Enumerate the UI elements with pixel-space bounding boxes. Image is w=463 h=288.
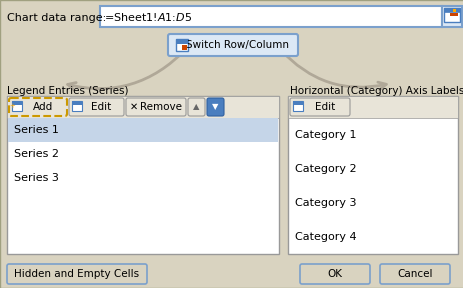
- Text: Chart data range:: Chart data range:: [7, 13, 106, 23]
- Bar: [7, 96, 278, 254]
- Text: Add: Add: [33, 102, 53, 112]
- Text: OK: OK: [327, 269, 342, 279]
- Text: Legend Entries (Series): Legend Entries (Series): [7, 86, 128, 96]
- Bar: [175, 39, 188, 44]
- Text: Horizontal (Category) Axis Labels: Horizontal (Category) Axis Labels: [289, 86, 463, 96]
- FancyArrowPatch shape: [68, 49, 186, 90]
- Bar: [441, 6, 461, 27]
- FancyBboxPatch shape: [206, 98, 224, 116]
- Bar: [288, 96, 457, 254]
- FancyArrowPatch shape: [279, 49, 385, 90]
- Text: Category 3: Category 3: [294, 198, 356, 208]
- Bar: [72, 101, 82, 111]
- Bar: [288, 96, 457, 118]
- FancyBboxPatch shape: [9, 98, 67, 116]
- Text: Category 4: Category 4: [294, 232, 356, 242]
- Text: Category 1: Category 1: [294, 130, 356, 140]
- Text: Category 2: Category 2: [294, 164, 356, 174]
- FancyBboxPatch shape: [168, 34, 297, 56]
- Text: Edit: Edit: [314, 102, 334, 112]
- Text: Switch Row/Column: Switch Row/Column: [186, 40, 289, 50]
- Bar: [175, 39, 188, 51]
- Bar: [12, 101, 22, 105]
- Text: Series 1: Series 1: [14, 125, 59, 135]
- Bar: [72, 101, 82, 105]
- Text: ▼: ▼: [212, 103, 218, 111]
- Bar: [443, 8, 459, 22]
- Bar: [449, 13, 457, 16]
- Text: ▲: ▲: [193, 103, 199, 111]
- FancyBboxPatch shape: [7, 264, 147, 284]
- FancyBboxPatch shape: [300, 264, 369, 284]
- Bar: [100, 6, 441, 27]
- Text: =Sheet1!$A$1:$D$5: =Sheet1!$A$1:$D$5: [104, 11, 192, 23]
- FancyBboxPatch shape: [188, 98, 205, 116]
- Text: Remove: Remove: [140, 102, 181, 112]
- FancyBboxPatch shape: [289, 98, 349, 116]
- Text: +: +: [9, 103, 15, 109]
- Text: ✕: ✕: [130, 102, 138, 112]
- Bar: [181, 45, 187, 50]
- Text: Edit: Edit: [91, 102, 112, 112]
- FancyBboxPatch shape: [379, 264, 449, 284]
- Bar: [292, 101, 302, 105]
- Text: Series 3: Series 3: [14, 173, 59, 183]
- Bar: [12, 101, 22, 111]
- Bar: [292, 101, 302, 111]
- Text: Series 2: Series 2: [14, 149, 59, 159]
- Bar: [443, 8, 459, 12]
- Bar: [452, 9, 455, 12]
- Bar: [7, 96, 278, 118]
- FancyBboxPatch shape: [126, 98, 186, 116]
- Bar: [8, 118, 277, 142]
- Text: Hidden and Empty Cells: Hidden and Empty Cells: [14, 269, 139, 279]
- FancyBboxPatch shape: [69, 98, 124, 116]
- Text: Cancel: Cancel: [396, 269, 432, 279]
